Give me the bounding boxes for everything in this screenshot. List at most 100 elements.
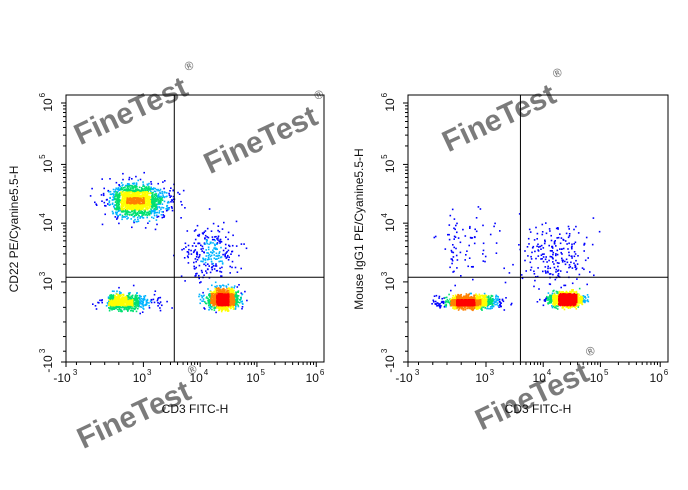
event-dot [128,293,130,296]
event-dot [565,292,568,294]
event-dot [226,256,228,259]
event-dot [159,197,161,199]
event-dot [225,298,227,300]
event-dot [207,268,209,271]
event-dot [201,250,203,252]
event-dot [141,311,144,313]
event-dot [452,307,454,309]
event-dot [148,207,150,210]
event-dot [208,208,211,210]
event-dot [196,224,199,227]
event-dot [548,244,550,247]
event-dot [141,300,143,303]
event-dot [212,249,214,251]
event-dot [95,204,98,206]
event-dot [520,274,523,276]
event-dot [573,251,576,253]
event-dot [227,289,230,292]
event-dot [117,298,120,300]
event-dot [204,259,207,261]
event-dot [123,197,125,199]
event-dot [130,195,132,197]
event-dot [580,299,582,302]
event-dot [143,204,146,206]
event-dot [222,302,225,304]
event-dot [223,307,225,310]
event-dot [240,298,242,300]
event-dot [127,191,130,193]
event-dot [130,295,132,298]
event-dot [196,252,198,254]
event-dot [468,244,470,247]
event-dot [433,236,436,239]
x-tick-label: 10 [189,371,203,385]
event-dot [213,307,216,309]
event-dot [547,292,550,294]
event-dot [529,231,532,233]
event-dot [236,271,239,273]
event-dot [221,228,224,230]
event-dot [111,304,114,307]
event-dot [134,211,137,213]
event-dot [132,202,135,204]
event-dot [125,303,127,306]
event-dot [583,250,585,252]
event-dot [117,206,119,209]
event-dot [561,257,563,260]
event-dot [154,194,157,196]
event-dot [111,301,114,304]
event-dot [553,266,556,269]
event-dot [539,298,541,301]
event-dot [112,198,114,201]
event-dot [228,299,231,301]
event-dot [151,216,153,219]
event-dot [150,181,152,183]
event-dot [456,222,458,225]
x-axis-label: CD3 FITC-H [162,402,229,416]
event-dot [132,307,134,310]
event-dot [224,255,226,258]
event-dot [151,195,153,198]
event-dot [451,262,453,265]
event-dot [535,257,537,260]
event-dot [124,211,127,213]
event-dot [223,295,225,298]
event-dot [220,296,222,299]
event-dot [144,304,147,306]
event-dot [445,296,448,299]
event-dot [121,203,124,206]
event-dot [205,270,207,272]
event-dot [151,199,154,201]
x-tick-label: 10 [246,371,260,385]
event-dot [224,254,226,257]
event-dot [481,294,484,297]
event-dot [128,176,131,179]
event-dot [146,301,149,304]
event-dot [126,213,129,215]
event-dot [135,202,138,205]
event-dot [479,305,482,308]
event-dot [113,191,116,193]
event-dot [159,188,162,191]
event-dot [559,248,561,250]
event-dot [137,194,140,196]
event-dot [215,311,217,314]
event-dot [128,296,130,299]
event-dot [123,189,125,192]
event-dot [479,208,482,210]
event-dot [136,299,139,301]
event-dot [566,243,568,245]
event-dot [549,273,552,275]
event-dot [581,296,584,298]
event-dot [148,213,151,215]
event-dot [200,244,202,247]
event-dot [210,251,212,253]
event-dot [207,297,209,300]
event-dot [209,307,212,310]
event-dot [141,215,143,218]
event-dot [578,304,580,306]
event-dot [219,260,222,262]
event-dot [119,214,121,216]
event-dot [472,266,474,268]
event-dot [451,208,454,211]
